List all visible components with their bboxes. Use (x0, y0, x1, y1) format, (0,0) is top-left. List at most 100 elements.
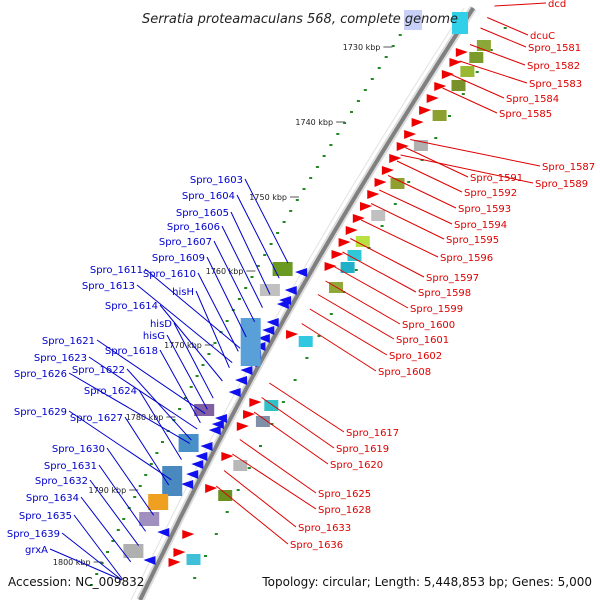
track-dot-right (247, 467, 251, 469)
minus-strand-arrow (191, 460, 204, 469)
minus-gene-label: hisG (143, 331, 165, 342)
plus-strand-arrow (173, 548, 186, 557)
minus-strand-arrow (262, 326, 275, 335)
track-dot-outer (183, 397, 187, 399)
plus-leader-line (223, 470, 297, 528)
plus-strand-arrow (419, 106, 432, 115)
plus-strand-gene-block (469, 52, 484, 63)
minus-strand-arrow (157, 528, 170, 537)
minus-strand-arrow (195, 452, 208, 461)
plus-strand-arrow (374, 178, 387, 187)
plus-strand-arrow (182, 530, 195, 539)
track-dot-outer (89, 584, 93, 586)
plus-leader-line (232, 453, 317, 510)
minus-gene-label: Spro_1604 (182, 191, 235, 202)
track-dot-outer (133, 496, 137, 498)
track-dot-right (503, 27, 507, 29)
accession-text: Accession: NC_009832 (8, 575, 144, 589)
plus-strand-arrow (205, 484, 218, 493)
track-dot-right (305, 357, 309, 359)
plus-gene-label: Spro_1584 (506, 94, 559, 105)
minus-leader-line (89, 479, 140, 546)
plus-leader-line (342, 251, 417, 293)
track-dot-outer (111, 540, 115, 542)
plus-strand-gene-block (264, 400, 279, 411)
plus-strand-gene-block (390, 178, 405, 189)
track-dot-right (259, 445, 262, 447)
track-dot-right (354, 269, 358, 271)
minus-strand-arrow (276, 300, 289, 309)
track-dot-outer (207, 353, 211, 355)
track-dot-right (281, 401, 285, 403)
track-dot-right (489, 49, 493, 51)
plus-leader-line (360, 219, 439, 258)
track-dot-outer (315, 166, 319, 168)
plus-leader-line (261, 397, 335, 449)
plus-leader-line (387, 175, 457, 209)
plus-strand-arrow (221, 452, 234, 461)
plus-strand-arrow (449, 58, 462, 67)
track-dot-outer (122, 518, 126, 520)
minus-gene-label: hisD (150, 319, 172, 330)
plus-strand-gene-block (371, 210, 386, 221)
track-dot-outer (100, 562, 104, 564)
plus-gene-label: Spro_1583 (529, 79, 582, 90)
track-dot-outer (250, 276, 254, 278)
minus-leader-line (96, 339, 206, 415)
plus-gene-label: dcd (548, 0, 566, 10)
minus-strand-arrow (266, 318, 279, 327)
minus-strand-arrow (181, 480, 194, 489)
plus-strand-arrow (345, 226, 358, 235)
plus-strand-arrow (331, 250, 344, 259)
track-dot-outer (289, 210, 293, 212)
track-dot-outer (336, 133, 340, 135)
minus-gene-label: Spro_1631 (44, 461, 97, 472)
track-dot-outer (149, 463, 153, 465)
label-leader-lines (49, 2, 547, 581)
plus-strand-arrow (360, 202, 373, 211)
minus-strand-arrow (208, 426, 221, 435)
track-dot-right (225, 511, 229, 513)
minus-strand-arrow (240, 366, 253, 375)
plus-strand-gene-block (233, 460, 248, 471)
plus-gene-label: Spro_1582 (527, 61, 580, 72)
gene-block-dcd (404, 10, 422, 30)
minus-leader-line (68, 410, 172, 481)
plus-leader-line (405, 147, 469, 178)
plus-leader-line (350, 238, 425, 278)
track-dot-outer (398, 34, 402, 36)
plus-strand-arrow (367, 190, 380, 199)
minus-leader-line (159, 349, 201, 424)
track-dot-right (380, 225, 384, 227)
minus-gene-label: Spro_1606 (167, 222, 220, 233)
minus-gene-label: Spro_1629 (14, 407, 67, 418)
track-dot-outer (276, 232, 280, 234)
track-dot-outer (225, 320, 229, 322)
minus-gene-label: Spro_1623 (34, 353, 87, 364)
plus-strand-arrow (389, 154, 402, 163)
minus-leader-line (173, 322, 214, 399)
plus-leader-line (480, 27, 527, 48)
plus-strand-arrow (455, 48, 468, 57)
minus-gene-label: Spro_1632 (35, 476, 88, 487)
minus-leader-line (106, 447, 155, 516)
minus-leader-line (166, 334, 208, 410)
track-dot-outer (161, 441, 164, 443)
minus-strand-gene-block (259, 284, 280, 296)
plus-strand-arrow (352, 214, 365, 223)
track-dot-outer (213, 342, 217, 344)
plus-gene-label: Spro_1592 (464, 188, 517, 199)
minus-leader-line (213, 240, 256, 323)
plus-gene-label: Spro_1619 (336, 444, 389, 455)
minus-gene-label: Spro_1621 (42, 336, 95, 347)
minus-strand-arrow (186, 470, 199, 479)
track-dot-outer (295, 199, 299, 201)
track-dot-outer (95, 573, 99, 575)
track-dot-outer (116, 529, 120, 531)
plus-strand-arrow (286, 330, 299, 339)
plus-gene-label: Spro_1587 (542, 162, 595, 173)
plus-leader-line (450, 74, 505, 99)
plus-gene-label: Spro_1594 (454, 220, 507, 231)
